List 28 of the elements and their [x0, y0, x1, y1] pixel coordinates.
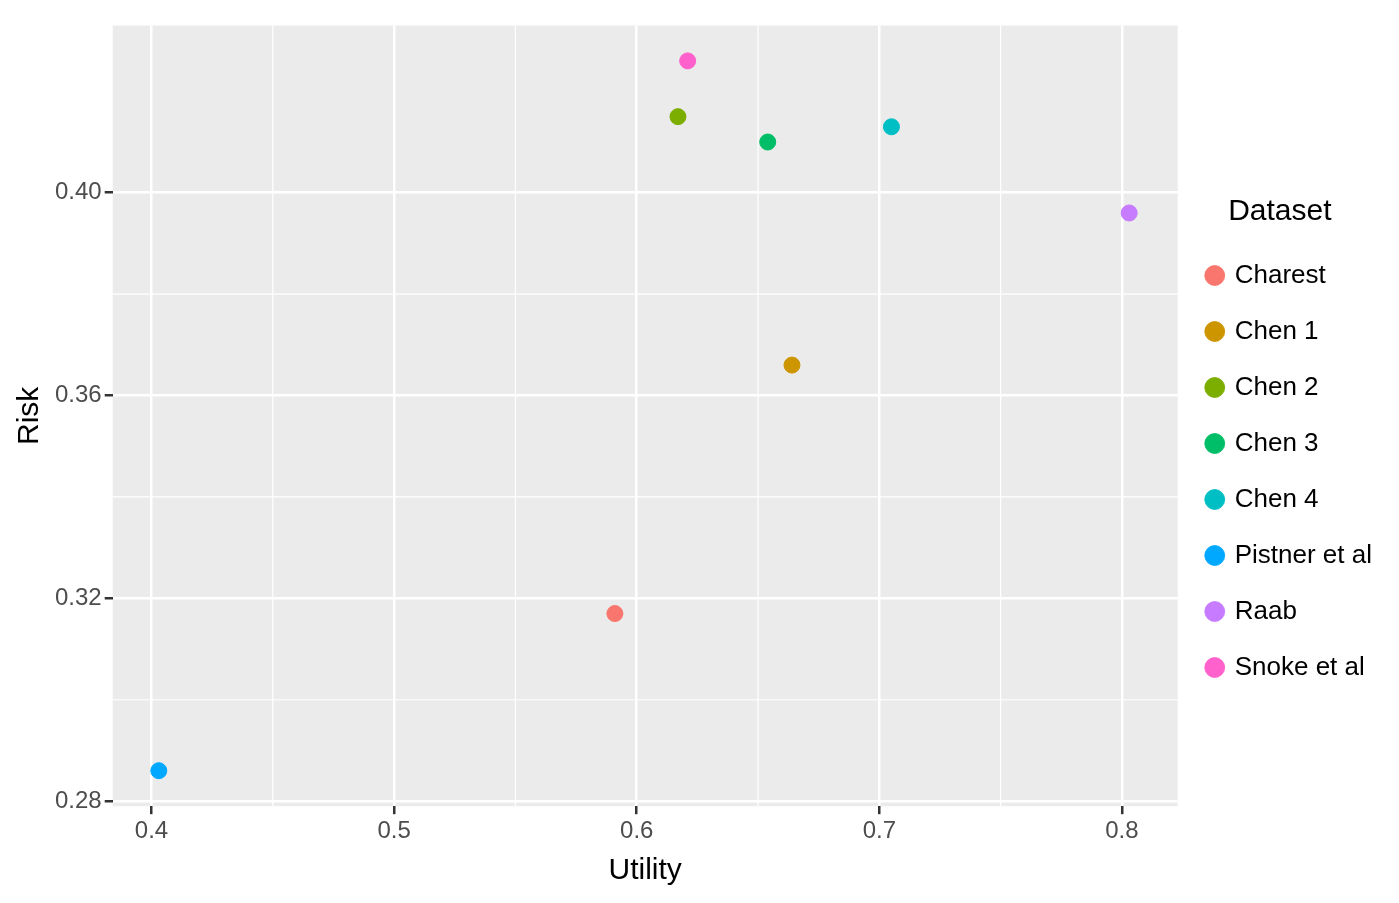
point	[669, 108, 687, 126]
x-tick-label: 0.7	[862, 816, 897, 844]
y-axis-title: Risk	[11, 385, 45, 445]
legend-label: Pistner et al	[1234, 538, 1373, 569]
y-tick-label: 0.32	[54, 582, 102, 610]
point	[150, 762, 168, 780]
legend-label: Chen 4	[1234, 482, 1319, 513]
legend-label: Chen 1	[1234, 314, 1319, 345]
point	[1120, 204, 1138, 222]
point	[759, 133, 777, 151]
x-axis-title: Utility	[608, 852, 682, 886]
x-tick-label: 0.5	[377, 816, 411, 844]
y-tick-label: 0.40	[54, 177, 102, 205]
x-tick-label: 0.6	[620, 816, 654, 844]
x-tick-label: 0.4	[134, 816, 169, 844]
point	[679, 52, 697, 70]
point	[783, 356, 801, 374]
y-tick-label: 0.28	[54, 785, 102, 813]
x-tick-label: 0.8	[1105, 816, 1139, 844]
legend-label: Raab	[1234, 594, 1297, 625]
legend-label: Chen 2	[1234, 370, 1319, 401]
point	[882, 118, 900, 136]
y-tick-label: 0.36	[54, 380, 102, 408]
legend-label: Charest	[1234, 258, 1327, 289]
legend-label: Snoke et al	[1234, 650, 1365, 681]
legend-title: Dataset	[1228, 192, 1333, 226]
point	[606, 605, 624, 623]
legend-label: Chen 3	[1234, 426, 1319, 457]
